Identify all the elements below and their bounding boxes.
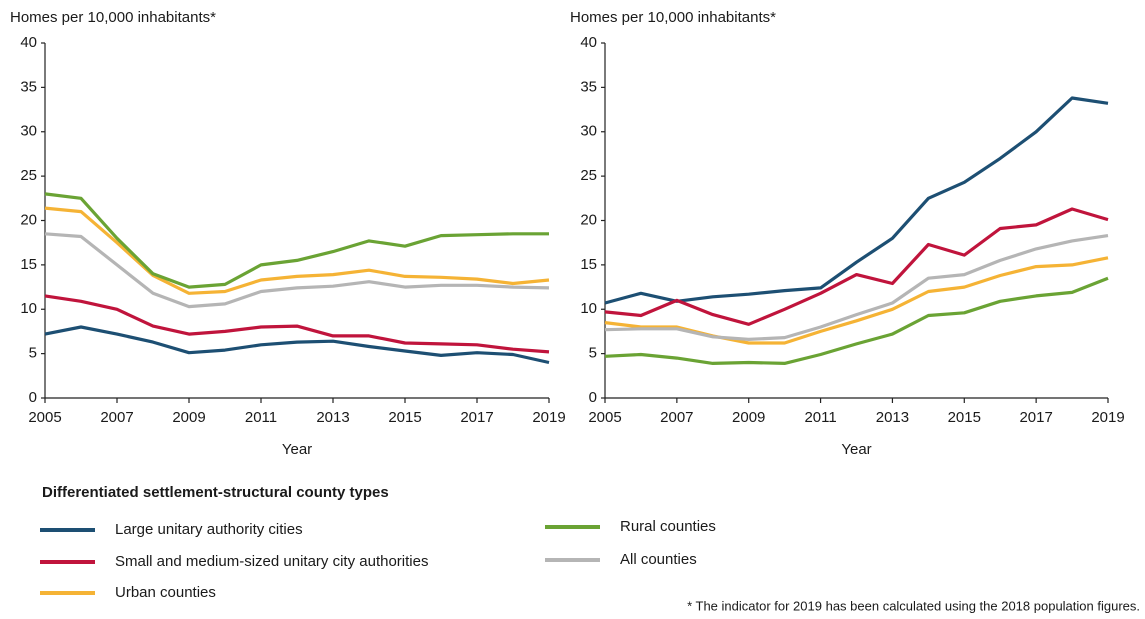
x-tick-label: 2007 [660,409,693,426]
y-axis-label: Homes per 10,000 inhabitants* [10,9,216,26]
y-tick-label: 10 [580,300,597,317]
legend-label: Small and medium-sized unitary city auth… [115,553,428,570]
y-tick-label: 0 [29,389,37,406]
series-line [604,276,1109,365]
footnote: * The indicator for 2019 has been calcul… [687,598,1140,613]
y-tick-label: 5 [29,345,37,362]
y-tick-label: 10 [20,300,37,317]
x-tick-label: 2017 [1019,409,1052,426]
legend-label: Large unitary authority cities [115,521,303,538]
legend-label: Urban counties [115,584,216,601]
x-tick-label: 2009 [732,409,765,426]
legend-label: Rural counties [620,518,716,535]
y-tick-label: 25 [20,167,37,184]
x-tick-label: 2005 [588,409,621,426]
series-line [44,294,550,354]
y-tick-label: 20 [580,211,597,228]
x-tick-label: 2011 [804,409,836,426]
series-line [44,192,549,289]
x-tick-label: 2019 [1091,409,1124,426]
x-tick-label: 2015 [948,409,981,426]
x-tick-label: 2013 [316,409,349,426]
x-tick-label: 2007 [100,409,133,426]
x-tick-label: 2017 [460,409,493,426]
y-tick-label: 15 [580,256,597,273]
series-line [604,207,1109,326]
legend-title: Differentiated settlement-structural cou… [42,484,389,501]
x-tick-label: 2005 [28,409,61,426]
y-tick-label: 35 [20,78,37,95]
x-axis-label: Year [282,441,312,458]
x-tick-label: 2013 [876,409,909,426]
y-tick-label: 40 [580,34,597,51]
x-tick-label: 2011 [245,409,277,426]
series-line [604,234,1109,341]
y-tick-label: 30 [580,123,597,140]
legend-label: All counties [620,551,697,568]
series-line [44,325,550,365]
x-axis-label: Year [841,441,871,458]
x-tick-label: 2019 [532,409,565,426]
y-tick-label: 40 [20,34,37,51]
y-tick-label: 20 [20,211,37,228]
y-axis-label: Homes per 10,000 inhabitants* [570,9,776,26]
y-tick-label: 30 [20,123,37,140]
y-tick-label: 25 [580,167,597,184]
series-line [604,96,1109,305]
series-line [44,232,550,309]
y-tick-label: 0 [589,389,597,406]
series-line [44,206,550,295]
x-tick-label: 2009 [172,409,205,426]
y-tick-label: 15 [20,256,37,273]
x-tick-label: 2015 [388,409,421,426]
y-tick-label: 35 [580,78,597,95]
y-tick-label: 5 [589,345,597,362]
